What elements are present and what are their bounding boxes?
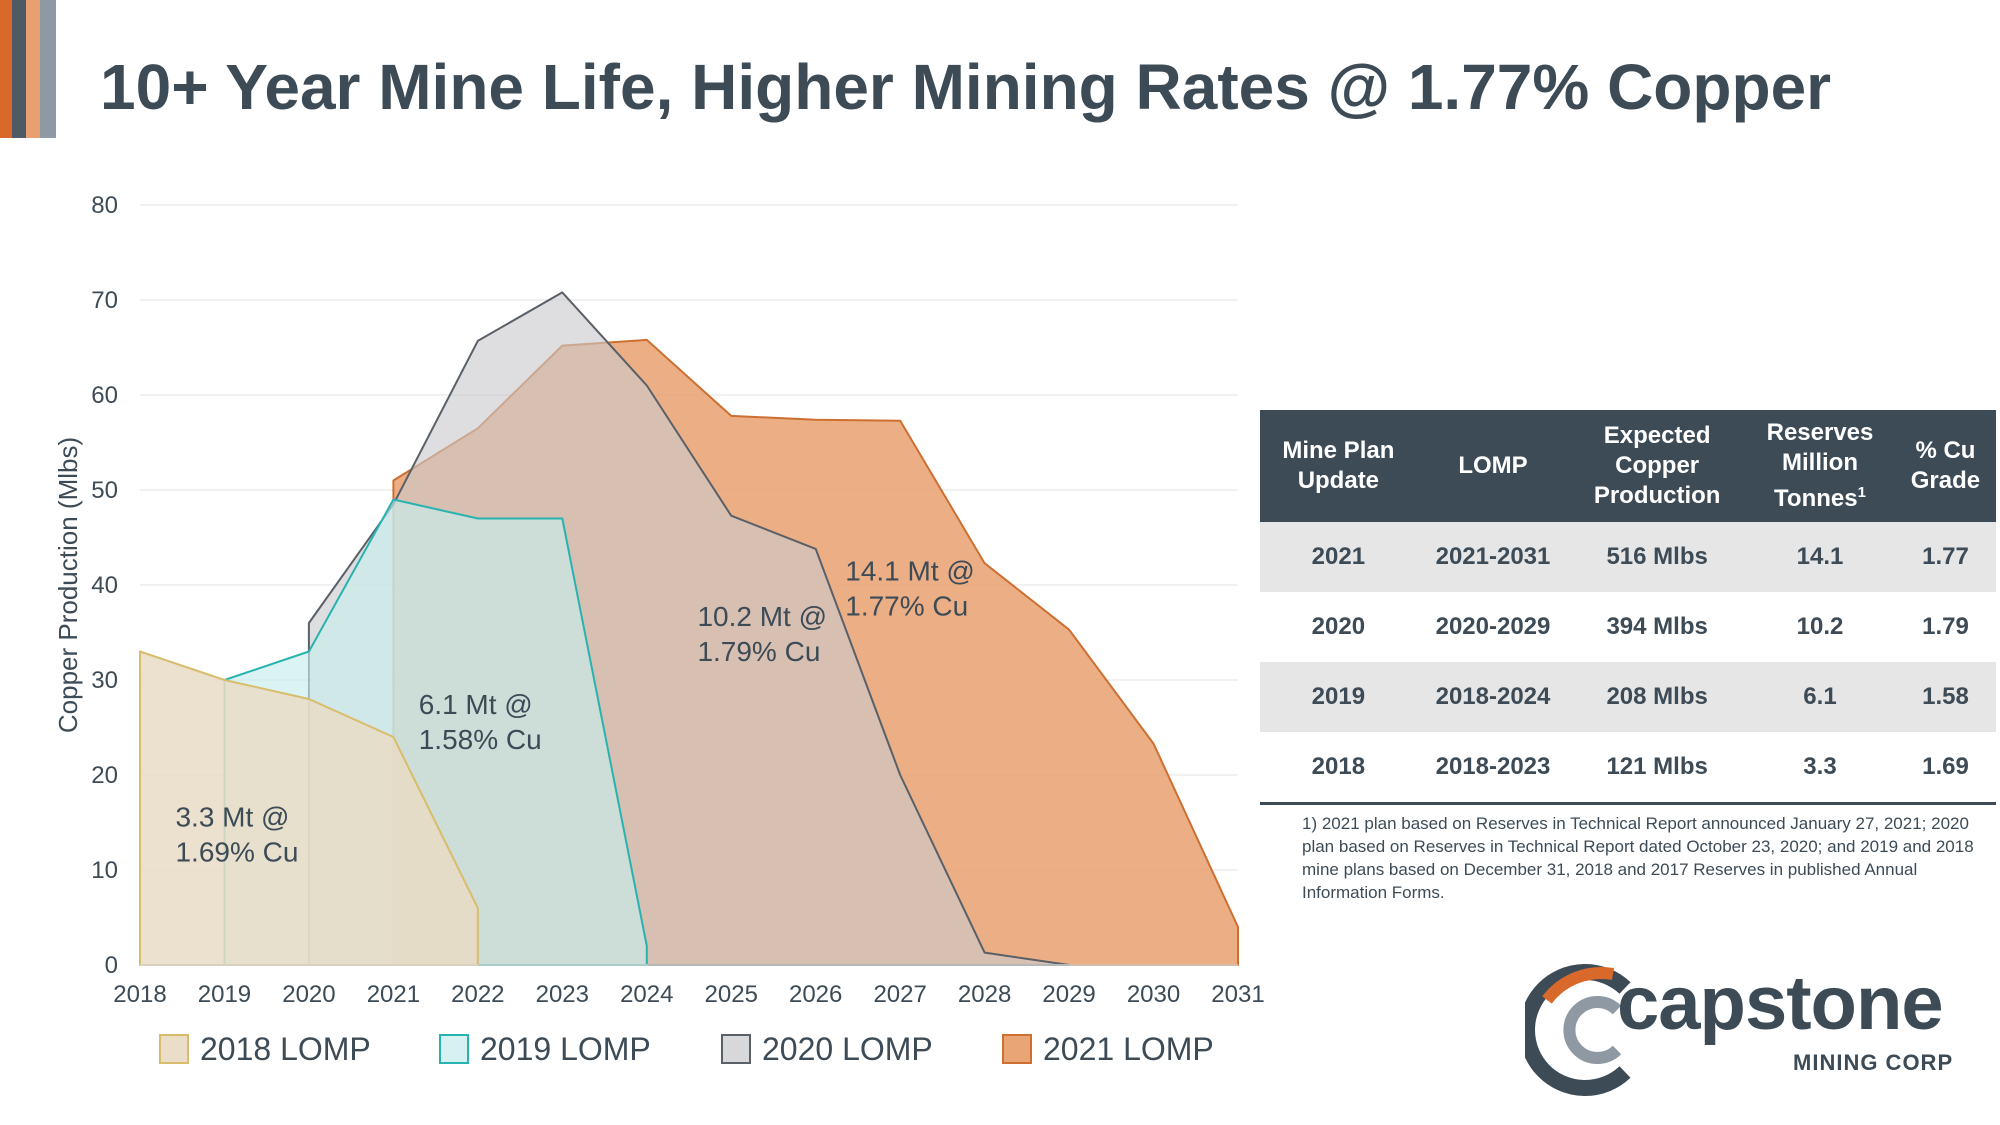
table-cell: 2021 xyxy=(1260,522,1417,592)
legend-swatch xyxy=(159,1034,189,1064)
legend-item: 2019 LOMP xyxy=(439,1031,651,1067)
logo-subtitle: MINING CORP xyxy=(1793,1050,1954,1075)
x-tick-label: 2021 xyxy=(367,981,420,1008)
table-header-cell: Reserves Million Tonnes1 xyxy=(1745,410,1895,522)
x-tick-label: 2020 xyxy=(282,981,335,1008)
table-cell: 1.69 xyxy=(1894,732,1996,805)
table-cell: 1.77 xyxy=(1894,522,1996,592)
table-cell: 121 Mlbs xyxy=(1569,732,1746,805)
table-cell: 2019 xyxy=(1260,662,1417,732)
table-row: 2021 2021-2031 516 Mlbs 14.1 1.77 xyxy=(1260,522,1996,592)
legend-label: 2021 LOMP xyxy=(1043,1031,1214,1067)
y-tick-label: 50 xyxy=(91,477,118,504)
y-tick-label: 0 xyxy=(105,952,118,979)
table-cell: 394 Mlbs xyxy=(1606,613,1708,640)
table-row: 2019 2018-2024 208 Mlbs 6.1 1.58 xyxy=(1260,662,1996,732)
x-tick-label: 2024 xyxy=(620,981,673,1008)
legend-label: 2019 LOMP xyxy=(480,1031,651,1067)
table-cell: 516 Mlbs xyxy=(1569,522,1746,592)
x-tick-label: 2025 xyxy=(705,981,758,1008)
y-axis-title: Copper Production (Mlbs) xyxy=(53,437,83,733)
logo-wordmark: capstone xyxy=(1617,961,1944,1046)
table-cell: 2021-2031 xyxy=(1416,522,1570,592)
x-tick-label: 2031 xyxy=(1211,981,1264,1008)
table-row: 2018 2018-2023 121 Mlbs 3.3 1.69 xyxy=(1260,732,1996,805)
table-cell: 2020 xyxy=(1311,613,1366,640)
y-tick-label: 20 xyxy=(91,762,118,789)
table-row: 2020 2020-2029 394 Mlbs 10.2 1.79 xyxy=(1260,592,1996,662)
area-annotation: 10.2 Mt @1.79% Cu xyxy=(697,601,827,667)
x-tick-label: 2029 xyxy=(1042,981,1095,1008)
legend-item: 2020 LOMP xyxy=(721,1031,933,1067)
y-tick-label: 40 xyxy=(91,572,118,599)
table-header-cell: LOMP xyxy=(1416,410,1570,522)
y-tick-label: 30 xyxy=(91,667,118,694)
x-tick-label: 2028 xyxy=(958,981,1011,1008)
legend-swatch xyxy=(721,1034,751,1064)
table-cell: 2018-2023 xyxy=(1416,732,1570,805)
legend-swatch xyxy=(439,1034,469,1064)
table-cell: 1.79 xyxy=(1922,613,1969,640)
legend-label: 2020 LOMP xyxy=(762,1031,933,1067)
area-2018-lomp xyxy=(139,650,479,966)
x-tick-label: 2027 xyxy=(873,981,926,1008)
legend-item: 2018 LOMP xyxy=(159,1031,371,1067)
mine-plan-table: Mine Plan Update LOMP Expected Copper Product… xyxy=(1260,410,1996,805)
page-title: 10+ Year Mine Life, Higher Mining Rates … xyxy=(100,51,1832,123)
x-tick-label: 2018 xyxy=(113,981,166,1008)
corner-accent-bars xyxy=(0,0,56,138)
y-tick-label: 10 xyxy=(91,857,118,884)
table-header-cell: % Cu Grade xyxy=(1894,410,1996,522)
legend-swatch xyxy=(1002,1034,1032,1064)
area-annotation: 3.3 Mt @1.69% Cu xyxy=(175,801,298,867)
table-cell: 2018 xyxy=(1260,732,1417,805)
area-annotation: 14.1 Mt @1.77% Cu xyxy=(845,555,975,621)
table-header-cell: Expected Copper Production xyxy=(1569,410,1746,522)
accent-bar-gray xyxy=(40,0,56,138)
table-cell: 10.2 xyxy=(1796,613,1844,640)
table-cell: 2018-2024 xyxy=(1416,662,1570,732)
y-tick-label: 80 xyxy=(91,192,118,219)
legend-label: 2018 LOMP xyxy=(200,1031,371,1067)
y-tick-label: 60 xyxy=(91,382,118,409)
table-cell: 208 Mlbs xyxy=(1569,662,1746,732)
table-cell: 3.3 xyxy=(1745,732,1895,805)
accent-bar-peach xyxy=(26,0,40,138)
capstone-logo-mark xyxy=(1525,964,1631,1096)
x-tick-label: 2019 xyxy=(198,981,251,1008)
table-footnote: 1) 2021 plan based on Reserves in Techni… xyxy=(1302,814,1974,902)
x-tick-label: 2022 xyxy=(451,981,504,1008)
table-header-row: Mine Plan Update LOMP Expected Copper Product… xyxy=(1260,410,1996,522)
accent-bar-orange xyxy=(0,0,12,138)
table-header-cell: Mine Plan Update xyxy=(1260,410,1417,522)
y-tick-label: 70 xyxy=(91,287,118,314)
table-cell: 1.58 xyxy=(1894,662,1996,732)
x-tick-label: 2030 xyxy=(1127,981,1180,1008)
table-cell: 6.1 xyxy=(1745,662,1895,732)
accent-bar-slate xyxy=(12,0,26,138)
x-tick-label: 2023 xyxy=(536,981,589,1008)
table-cell: 2020-2029 xyxy=(1435,613,1551,640)
legend-item: 2021 LOMP xyxy=(1002,1031,1214,1067)
table-cell: 14.1 xyxy=(1745,522,1895,592)
x-tick-label: 2026 xyxy=(789,981,842,1008)
capstone-logo: capstone MINING CORP xyxy=(1525,960,1995,1100)
area-annotation: 6.1 Mt @1.58% Cu xyxy=(419,689,542,755)
